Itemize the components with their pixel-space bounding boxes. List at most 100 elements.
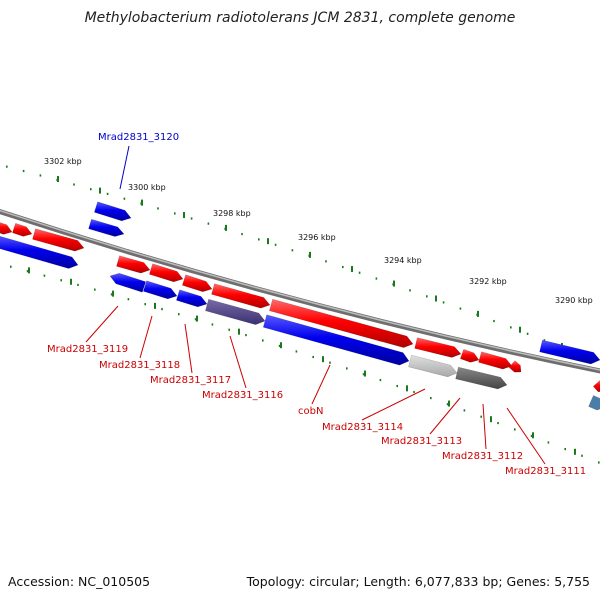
tick-dot [358,271,361,274]
label-leaders [85,145,546,465]
tick-mark [99,187,101,194]
gene-mrad2831-3119[interactable] [109,272,147,293]
gene-mrad2831-3117[interactable] [176,289,208,308]
tick-mark [70,278,72,285]
gene-label-mrad2831-3119[interactable]: Mrad2831_3119 [47,344,128,355]
tick-dot [426,295,428,298]
tick-dot [430,396,432,400]
gene-reverse[interactable] [588,395,600,411]
tick-dot [211,323,214,326]
tick-dot [379,378,382,382]
tick-label: 3296 kbp [298,233,336,242]
tick-mark [574,448,576,455]
tick-mark [112,290,114,297]
label-leader-line [361,388,426,421]
tick-dot [459,307,462,310]
gene-forward[interactable] [116,255,151,274]
gene-mrad2831-3118[interactable] [143,280,178,300]
gene-mrad2831-3114[interactable] [408,354,458,378]
inner-tick-track [10,265,600,464]
tick-dot [94,288,96,291]
map-title: Methylobacterium radiotolerans JCM 2831,… [85,10,516,26]
gene-mrad2831-3116[interactable] [205,298,266,325]
tick-dot [493,319,495,323]
genome-backbone [0,208,600,374]
gene-forward[interactable] [32,228,85,252]
tick-dot [262,339,264,342]
tick-dot [22,169,25,173]
label-leader-line [184,323,193,374]
gene-label-mrad2831-3120[interactable]: Mrad2831_3120 [98,132,179,143]
tick-dot [291,249,294,252]
tick-dot [245,333,247,337]
tick-dot [60,279,62,282]
tick-dot [409,289,411,292]
tick-label: 3298 kbp [213,209,251,218]
gene-forward[interactable] [508,360,522,373]
gene-forward[interactable] [149,263,184,283]
tick-dot [161,308,163,311]
gene-cobn[interactable] [262,314,410,366]
gene-label-cobn[interactable]: cobN [298,406,323,417]
gene-label-mrad2831-3111[interactable]: Mrad2831_3111 [505,466,586,477]
gene-forward[interactable] [269,298,414,348]
tick-dot [526,332,529,335]
gene-label-mrad2831-3116[interactable]: Mrad2831_3116 [202,390,283,401]
tick-mark [448,400,450,407]
tick-mark [519,326,521,333]
gene-forward[interactable] [0,221,13,235]
tick-mark [477,310,479,317]
tick-dot [346,367,348,370]
gene-forward[interactable] [478,351,513,370]
tick-label: 3302 kbp [44,157,82,166]
tick-dot [396,384,398,388]
tick-dot [413,390,415,394]
tick-dot [325,260,327,263]
tick-dot [530,434,533,438]
gene-label-mrad2831-3113[interactable]: Mrad2831_3113 [381,436,462,447]
gene-forward[interactable] [182,274,213,293]
tick-dot [174,212,176,215]
tick-dot [295,350,298,353]
tick-dot [278,344,281,348]
tick-dot [106,192,109,196]
gene-label-mrad2831-3118[interactable]: Mrad2831_3118 [99,360,180,371]
tick-mark [322,356,324,363]
tick-dot [90,188,92,191]
tick-label: 3300 kbp [128,183,166,192]
gene-reverse[interactable] [0,235,79,269]
tick-dot [581,454,583,457]
gene-forward[interactable] [414,337,462,358]
tick-dot [274,243,277,246]
gene-forward[interactable] [460,348,480,363]
genome-summary-text: Topology: circular; Length: 6,077,833 bp… [246,574,590,589]
tick-mark [141,199,143,206]
gene-label-mrad2831-3117[interactable]: Mrad2831_3117 [150,375,231,386]
tick-dot [547,441,550,444]
label-leader-line [229,335,247,389]
gene-mrad2831-3113[interactable] [455,366,508,390]
tick-dot [43,274,46,277]
gene-reverse[interactable] [88,218,125,237]
tick-mark [267,238,269,245]
label-leader-line [119,145,130,190]
gene-forward[interactable] [211,283,271,309]
gene-forward[interactable] [12,222,33,237]
tick-dot [442,301,445,304]
tick-mark [490,416,492,423]
tick-dot [241,232,243,236]
gene-mrad2831-3120[interactable] [94,201,132,222]
tick-dot [510,326,512,329]
tick-mark [435,295,437,302]
gene-label-mrad2831-3112[interactable]: Mrad2831_3112 [442,451,523,462]
tick-mark [28,267,30,274]
tick-dot [127,298,130,301]
tick-mark [351,265,353,272]
tick-dot [77,283,79,286]
gene-reverse[interactable] [539,339,600,365]
gene-label-mrad2831-3114[interactable]: Mrad2831_3114 [322,422,403,433]
gene-forward[interactable] [592,379,600,393]
label-leader-line [506,407,546,465]
tick-dot [73,183,75,186]
tick-mark [406,385,408,392]
